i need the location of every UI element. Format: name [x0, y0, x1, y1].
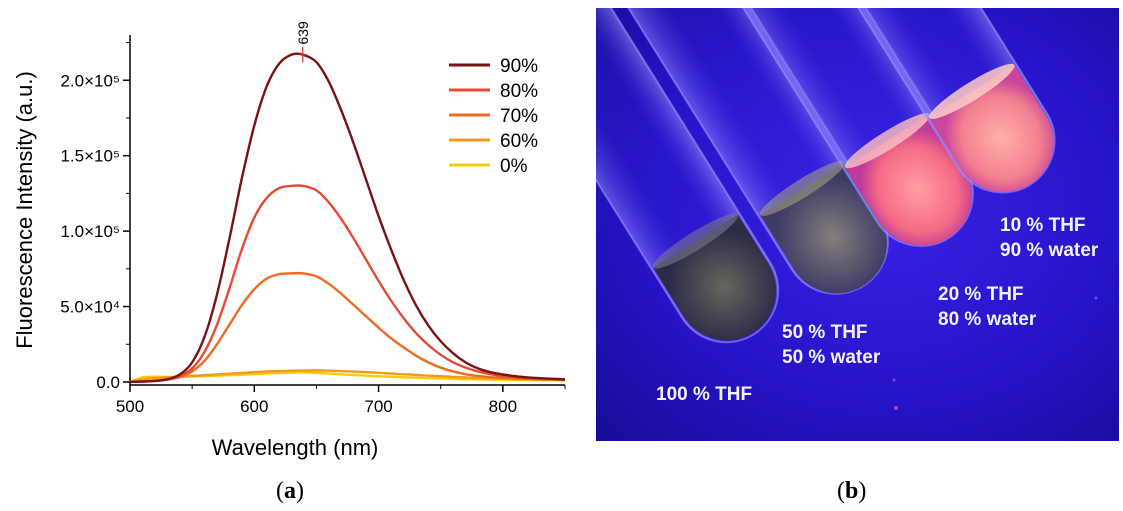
label-100-thf: 100 % THF: [656, 384, 752, 405]
legend-label: 60%: [500, 131, 538, 152]
y-tick-label: 0.0: [96, 373, 120, 392]
x-axis-label: Wavelength (nm): [212, 435, 379, 460]
vial-50-thf: [620, 0, 889, 295]
series-line-70pct: [129, 271, 566, 384]
legend-label: 90%: [500, 56, 538, 77]
chart-legend: 90% 80% 70% 60% 0%: [449, 56, 538, 177]
speck: [892, 378, 896, 382]
series-line-80pct: [129, 184, 566, 384]
caption-b: (b): [837, 478, 867, 504]
speck: [894, 406, 898, 410]
legend-label: 70%: [500, 106, 538, 127]
fluorescence-chart: 500 600 700 800 0.0 5.0×10⁴ 1.0×10⁵ 1.5×10⁵ 2.0×…: [0, 0, 580, 470]
chart-series: 639: [129, 21, 566, 384]
uv-vials-photo: 100 % THF 50 % THF 50 % water 20 % THF 8…: [505, 0, 1119, 441]
label-10-thf-line2: 90 % water: [1000, 240, 1099, 261]
x-tick-label: 500: [116, 397, 144, 416]
label-10-thf-line1: 10 % THF: [1000, 215, 1086, 236]
legend-label: 80%: [500, 81, 538, 102]
speck: [1094, 296, 1098, 300]
series-line-90pct: [129, 52, 566, 384]
caption-b-letter: b: [845, 478, 859, 504]
x-tick-label: 700: [364, 397, 392, 416]
label-50-thf-line2: 50 % water: [782, 347, 881, 368]
chart-axes: 500 600 700 800 0.0 5.0×10⁴ 1.0×10⁵ 1.5×10⁵ 2.0×…: [60, 35, 566, 416]
label-50-thf-line1: 50 % THF: [782, 322, 868, 343]
x-tick-label: 800: [489, 397, 517, 416]
caption-a: (a): [276, 478, 304, 504]
y-tick-label: 1.5×10⁵: [60, 147, 120, 166]
peak-label: 639: [295, 21, 311, 45]
x-tick-label: 600: [240, 397, 268, 416]
y-axis-label: Fluorescence Intensity (a.u.): [12, 71, 37, 349]
label-20-thf-line1: 20 % THF: [938, 284, 1024, 305]
chart-svg: 500 600 700 800 0.0 5.0×10⁴ 1.0×10⁵ 1.5×10⁵ 2.0×…: [12, 21, 566, 460]
photo-svg: 100 % THF 50 % THF 50 % water 20 % THF 8…: [505, 0, 1119, 441]
legend-label: 0%: [500, 156, 528, 177]
y-tick-label: 1.0×10⁵: [60, 222, 120, 241]
vial-10-thf: [800, 0, 1056, 194]
caption-a-letter: a: [284, 478, 296, 504]
y-tick-label: 2.0×10⁵: [60, 71, 120, 90]
y-tick-label: 5.0×10⁴: [60, 298, 120, 317]
label-20-thf-line2: 80 % water: [938, 309, 1037, 330]
